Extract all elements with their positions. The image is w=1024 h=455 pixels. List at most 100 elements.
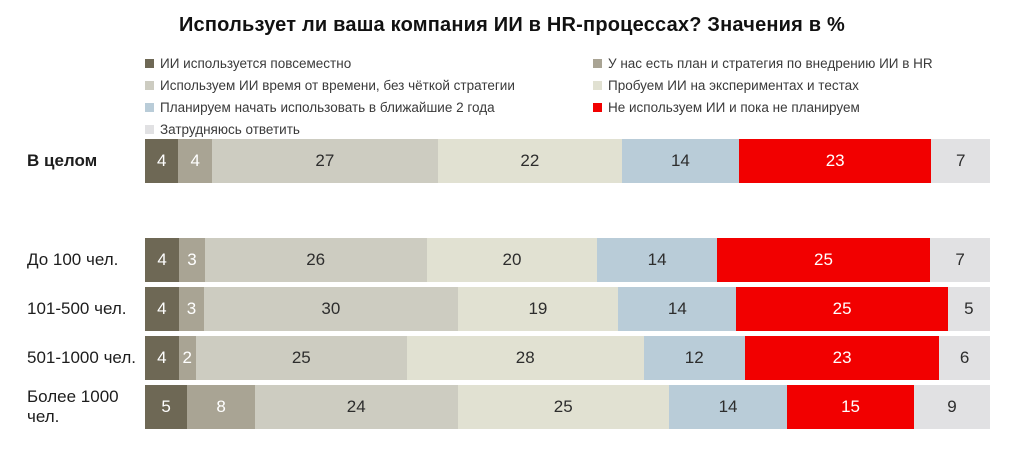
segment-value: 2 bbox=[182, 348, 192, 367]
bar-segment: 22 bbox=[437, 139, 622, 183]
segment-value: 24 bbox=[346, 397, 366, 416]
segment-value: 6 bbox=[959, 348, 970, 367]
bar-row: 101-500 чел. 4 3 30 19 14 25 5 bbox=[0, 287, 990, 331]
legend-label: Планируем начать использовать в ближайши… bbox=[160, 99, 495, 115]
bar-segment: 5 bbox=[947, 287, 990, 331]
segment-value: 3 bbox=[186, 299, 197, 318]
segment-value: 3 bbox=[187, 250, 197, 269]
bar-segment: 4 bbox=[145, 336, 179, 380]
legend-label: Затрудняюсь ответить bbox=[160, 121, 300, 137]
bar-segment: 4 bbox=[145, 238, 180, 282]
stacked-bar: 4 3 30 19 14 25 5 bbox=[145, 287, 990, 331]
legend-item: Используем ИИ время от времени, без чётк… bbox=[145, 74, 593, 96]
segment-value: 25 bbox=[832, 299, 852, 318]
legend-label: Не используем ИИ и пока не планируем bbox=[608, 99, 860, 115]
bar-segment: 30 bbox=[204, 287, 458, 331]
legend-swatch-icon bbox=[593, 58, 602, 68]
bar-segment: 7 bbox=[931, 139, 990, 183]
segment-value: 9 bbox=[947, 397, 957, 416]
segment-value: 14 bbox=[647, 250, 667, 269]
legend-column-left: ИИ используется повсеместно Используем ИИ… bbox=[145, 52, 593, 140]
legend-swatch-icon bbox=[593, 102, 602, 112]
bar-segment: 23 bbox=[738, 139, 932, 183]
segment-value: 27 bbox=[315, 151, 335, 170]
row-label: 101-500 чел. bbox=[27, 299, 127, 318]
bar-segment: 4 bbox=[178, 139, 212, 183]
segment-value: 25 bbox=[291, 348, 311, 367]
legend-swatch-icon bbox=[145, 124, 154, 134]
row-label: До 100 чел. bbox=[27, 250, 119, 269]
row-label: В целом bbox=[27, 151, 98, 170]
segment-value: 7 bbox=[955, 151, 966, 170]
legend-label: У нас есть план и стратегия по внедрению… bbox=[608, 55, 933, 71]
bar-segment: 24 bbox=[254, 385, 458, 429]
segment-value: 30 bbox=[321, 299, 341, 318]
bar-segment: 25 bbox=[457, 385, 669, 429]
stacked-bar: 4 2 25 28 12 23 6 bbox=[145, 336, 990, 380]
legend-item: Затрудняюсь ответить bbox=[145, 118, 593, 140]
segment-value: 14 bbox=[670, 151, 690, 170]
bar-segment: 28 bbox=[406, 336, 644, 380]
row-label: 501-1000 чел. bbox=[27, 348, 136, 367]
chart-legend: ИИ используется повсеместно Используем ИИ… bbox=[145, 52, 1014, 140]
segment-value: 5 bbox=[161, 397, 171, 416]
legend-swatch-icon bbox=[145, 58, 154, 68]
bar-segment: 12 bbox=[643, 336, 745, 380]
row-label: Более 1000 чел. bbox=[27, 387, 119, 426]
bar-segment: 14 bbox=[597, 238, 717, 282]
bar-row: В целом 4 4 27 22 14 23 7 bbox=[0, 139, 990, 183]
bar-segment: 19 bbox=[457, 287, 619, 331]
legend-item: Пробуем ИИ на экспериментах и тестах bbox=[593, 74, 1014, 96]
bar-segment: 26 bbox=[204, 238, 427, 282]
legend-item: Не используем ИИ и пока не планируем bbox=[593, 96, 1014, 118]
bar-segment: 25 bbox=[736, 287, 948, 331]
legend-swatch-icon bbox=[145, 80, 154, 90]
chart-title: Использует ли ваша компания ИИ в HR-проц… bbox=[178, 14, 846, 36]
bar-segment: 3 bbox=[179, 238, 205, 282]
legend-item: У нас есть план и стратегия по внедрению… bbox=[593, 52, 1014, 74]
segment-value: 8 bbox=[216, 397, 226, 416]
bar-segment: 14 bbox=[618, 287, 737, 331]
segment-value: 22 bbox=[520, 151, 540, 170]
legend-swatch-icon bbox=[145, 102, 154, 112]
bar-segment: 3 bbox=[178, 287, 205, 331]
segment-value: 23 bbox=[825, 151, 845, 170]
bar-segment: 5 bbox=[145, 385, 188, 429]
bar-segment: 27 bbox=[211, 139, 438, 183]
stacked-bar: 4 3 26 20 14 25 7 bbox=[145, 238, 990, 282]
legend-label: ИИ используется повсеместно bbox=[160, 55, 352, 71]
bar-segment: 2 bbox=[178, 336, 196, 380]
segment-value: 4 bbox=[156, 151, 167, 170]
segment-value: 12 bbox=[684, 348, 704, 367]
bar-segment: 20 bbox=[426, 238, 598, 282]
segment-value: 15 bbox=[841, 397, 861, 416]
legend-item: Планируем начать использовать в ближайши… bbox=[145, 96, 593, 118]
legend-label: Используем ИИ время от времени, без чётк… bbox=[160, 77, 515, 93]
bar-segment: 6 bbox=[939, 336, 990, 380]
bar-segment: 14 bbox=[621, 139, 739, 183]
bar-segment: 15 bbox=[787, 385, 914, 429]
bar-segment: 25 bbox=[716, 238, 931, 282]
bar-row: 501-1000 чел. 4 2 25 28 12 23 6 bbox=[0, 336, 990, 380]
segment-value: 23 bbox=[832, 348, 852, 367]
segment-value: 5 bbox=[964, 299, 974, 318]
bar-segment: 23 bbox=[744, 336, 940, 380]
bar-segment: 8 bbox=[187, 385, 255, 429]
segment-value: 4 bbox=[157, 299, 167, 318]
bar-segment: 14 bbox=[668, 385, 788, 429]
segment-value: 14 bbox=[718, 397, 738, 416]
segment-value: 20 bbox=[502, 250, 522, 269]
segment-value: 4 bbox=[157, 250, 167, 269]
bar-segment: 4 bbox=[145, 139, 179, 183]
segment-value: 26 bbox=[306, 250, 326, 269]
segment-value: 4 bbox=[157, 348, 167, 367]
stacked-bar: 5 8 24 25 14 15 9 bbox=[145, 385, 990, 429]
segment-value: 7 bbox=[955, 250, 965, 269]
stacked-bar: 4 4 27 22 14 23 7 bbox=[145, 139, 990, 183]
legend-label: Пробуем ИИ на экспериментах и тестах bbox=[608, 77, 859, 93]
segment-value: 25 bbox=[553, 397, 573, 416]
legend-item: ИИ используется повсеместно bbox=[145, 52, 593, 74]
legend-column-right: У нас есть план и стратегия по внедрению… bbox=[593, 52, 1014, 140]
bar-segment: 25 bbox=[195, 336, 407, 380]
